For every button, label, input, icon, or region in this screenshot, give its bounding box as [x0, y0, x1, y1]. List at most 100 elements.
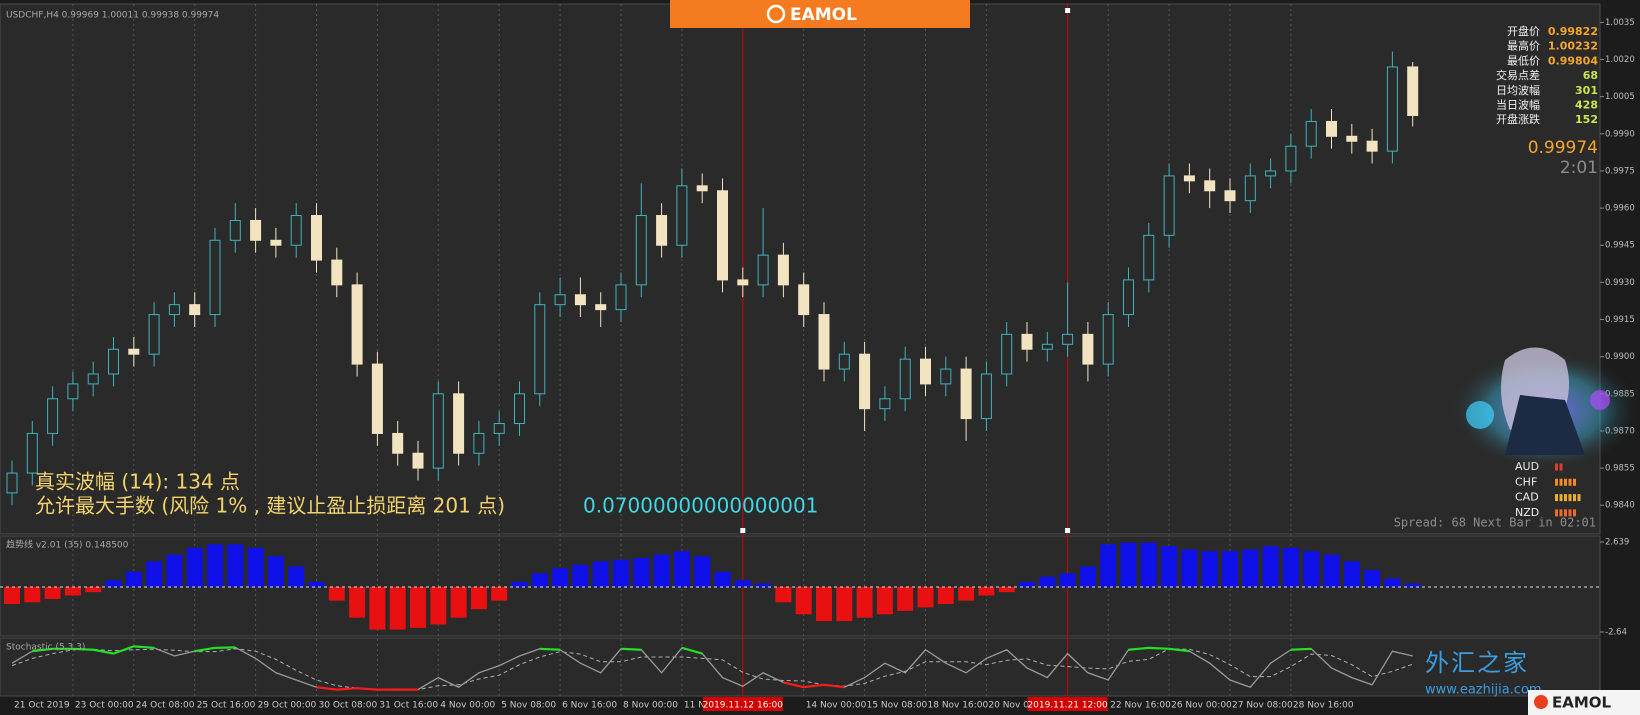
candle-body — [615, 284, 627, 311]
indicator-bar — [836, 586, 853, 622]
y-tick-label: 1.0035 — [1605, 18, 1635, 28]
indicator-bar — [1019, 581, 1035, 587]
marker-label-bg — [1027, 697, 1108, 711]
stochastic-zone — [620, 647, 642, 651]
indicator-bar — [1262, 546, 1279, 587]
candle-body — [798, 284, 810, 316]
indicator-bar — [85, 586, 102, 593]
indicator-bar — [125, 571, 142, 587]
y-tick-label: 2.639 — [1605, 538, 1629, 548]
indicator-bar — [1059, 573, 1076, 587]
indicator-bar — [937, 586, 954, 605]
x-tick-label: 8 Nov 00:00 — [623, 701, 678, 711]
info-value: 152 — [1575, 113, 1598, 126]
info-label: 开盘涨跌 — [1496, 112, 1540, 126]
x-tick-label: 28 Nov 16:00 — [1293, 701, 1354, 711]
candle-body — [67, 383, 79, 400]
candle-body — [737, 279, 749, 286]
candle-body — [635, 215, 647, 286]
x-tick-label: 6 Nov 16:00 — [562, 701, 617, 711]
info-value: 0.99822 — [1548, 25, 1598, 38]
stochastic-zone — [336, 687, 358, 691]
stochastic-zone — [803, 683, 825, 689]
indicator-bar — [64, 586, 81, 596]
candle-body — [473, 432, 485, 454]
candle-body — [818, 314, 830, 370]
x-tick-label: 29 Oct 00:00 — [258, 701, 317, 711]
candle-body — [1123, 279, 1134, 316]
candle-body — [1346, 135, 1358, 142]
indicator-bar — [1404, 583, 1421, 587]
y-tick-label: -2.64 — [1605, 628, 1627, 638]
info-label: 最高价 — [1507, 39, 1540, 53]
x-tick-label: 26 Nov 00:00 — [1171, 701, 1232, 711]
candle-body — [595, 304, 607, 311]
info-label: 最低价 — [1507, 54, 1540, 67]
indicator-bar — [714, 571, 731, 587]
indicator-bar — [1282, 547, 1299, 587]
candle-body — [717, 190, 728, 281]
indicator-bar — [308, 581, 325, 587]
indicator-bar — [288, 566, 305, 587]
indicator-bar — [1303, 551, 1320, 587]
candle-body — [168, 304, 180, 316]
indicator-bar — [876, 586, 893, 615]
x-tick-label: 23 Oct 00:00 — [75, 701, 134, 711]
info-label: 交易点差 — [1496, 68, 1540, 82]
bar-countdown: 2:01 — [1560, 158, 1598, 178]
info-value: 301 — [1575, 84, 1598, 97]
candle-body — [250, 219, 262, 241]
candle-body — [270, 239, 282, 246]
indicator-bar — [4, 586, 20, 605]
candle-body — [838, 353, 850, 370]
candle-body — [1082, 333, 1094, 365]
brand-logo: EAMOL — [1528, 690, 1640, 715]
currency-name: CAD — [1515, 491, 1539, 504]
stochastic-zone — [92, 648, 114, 655]
stochastic-zone — [316, 686, 337, 691]
indicator-bar — [105, 580, 122, 587]
site-url: www.eazhijia.com — [1425, 683, 1542, 698]
info-value: 68 — [1583, 69, 1598, 82]
indicator-bar — [856, 586, 873, 618]
brand-name: EAMOL — [790, 5, 857, 25]
chart-title: USDCHF,H4 0.99969 1.00011 0.99938 0.9997… — [6, 11, 219, 21]
indicator-bar — [146, 561, 163, 587]
indicator-bar — [816, 586, 832, 622]
info-label: 当日波幅 — [1496, 98, 1540, 112]
candle-body — [514, 393, 525, 425]
y-tick-label: 0.9840 — [1605, 501, 1635, 511]
candle-body — [879, 398, 891, 410]
indicator-bar — [450, 586, 467, 618]
avatar-art — [1450, 347, 1640, 470]
stochastic-zone — [133, 645, 155, 649]
candle-body — [1143, 234, 1155, 281]
candle-body — [1265, 170, 1277, 177]
y-tick-label: 0.9975 — [1605, 166, 1635, 176]
candle-body — [534, 304, 546, 395]
candle-body — [1183, 175, 1195, 182]
candle-body — [696, 185, 708, 192]
indicator-bar — [1039, 576, 1056, 587]
candle-body — [229, 219, 241, 241]
indicator-bar — [1222, 551, 1238, 587]
candle-body — [1407, 66, 1419, 116]
x-tick-label: 21 Oct 2019 — [14, 701, 70, 711]
y-tick-label: 0.9945 — [1605, 241, 1635, 251]
indicator-bar — [430, 586, 447, 625]
indicator-bar — [349, 586, 366, 618]
info-value: 1.00232 — [1548, 40, 1598, 53]
indicator-bar — [1201, 551, 1218, 587]
candle-body — [920, 358, 931, 385]
main-panel — [0, 3, 1601, 535]
indicator-bar — [24, 586, 41, 603]
indicator-bar — [1343, 561, 1360, 587]
candle-body — [189, 304, 201, 316]
candle-body — [351, 284, 363, 365]
candle-body — [1041, 343, 1053, 350]
candle-body — [1163, 175, 1175, 236]
indicator-bar — [1140, 542, 1157, 587]
indicator-title: 趋势线 v2.01 (35) 0.148500 — [6, 539, 129, 551]
stochastic-title: Stochastic (5,3,3) — [6, 643, 85, 653]
candle-body — [47, 398, 59, 434]
